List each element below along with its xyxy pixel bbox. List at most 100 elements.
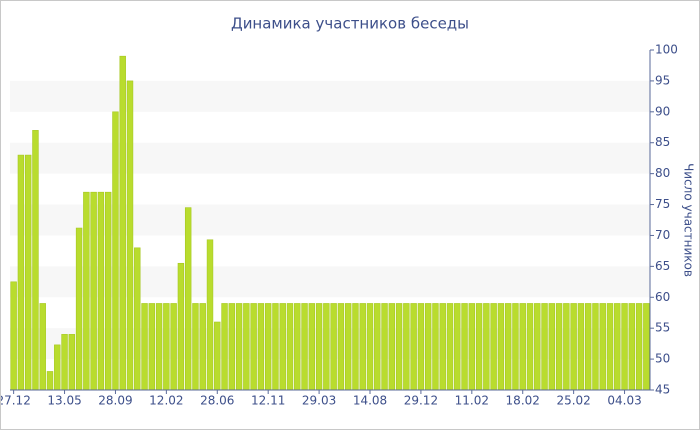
bar — [46, 371, 54, 391]
bar — [24, 154, 32, 391]
y-tick-label: 90 — [655, 104, 670, 118]
bar — [119, 55, 126, 391]
plot: 27.12 13.05 28.09 12.02 28.06 12.11 29.03 14.08… — [1, 55, 650, 408]
bar — [519, 303, 526, 391]
bar — [352, 303, 359, 391]
bar — [454, 303, 461, 391]
bar — [337, 303, 345, 391]
bar — [584, 303, 592, 391]
bar — [439, 303, 446, 391]
x-tick-label: 29.03 — [302, 394, 336, 408]
bar — [381, 303, 388, 391]
bar — [330, 303, 337, 391]
x-tick-label: 28.09 — [98, 394, 132, 408]
bar — [308, 303, 316, 391]
bar — [614, 303, 621, 391]
y-tick-label: 60 — [655, 290, 670, 304]
bar — [315, 303, 323, 391]
bar — [294, 303, 301, 391]
bar — [344, 303, 352, 391]
bar — [206, 239, 214, 391]
bar — [563, 303, 570, 391]
bar — [446, 303, 454, 391]
bar — [177, 262, 185, 391]
grid-band — [10, 142, 650, 174]
bar — [417, 303, 425, 391]
bar — [301, 303, 308, 391]
bar — [461, 303, 468, 391]
bar — [112, 111, 119, 391]
bar — [192, 303, 199, 391]
bar — [83, 191, 90, 391]
bar — [134, 247, 141, 391]
y-tick-label: 95 — [655, 73, 670, 87]
bar — [39, 303, 46, 391]
x-tick-label: 25.02 — [556, 394, 590, 408]
bar — [228, 303, 236, 391]
bar — [526, 303, 534, 391]
x-tick-label: 14.08 — [353, 394, 387, 408]
bar — [374, 303, 381, 391]
y-tick-label: 75 — [655, 197, 670, 211]
x-tick-label: 18.02 — [506, 394, 540, 408]
bar — [286, 303, 294, 391]
bar — [10, 281, 17, 391]
x-tick-label: 28.06 — [200, 394, 234, 408]
bar — [214, 321, 221, 391]
bar — [250, 303, 257, 391]
bar — [97, 191, 105, 391]
bar — [272, 303, 279, 391]
y-tick-label: 50 — [655, 352, 670, 366]
bar — [592, 303, 599, 391]
bar — [359, 303, 366, 391]
bar — [635, 303, 643, 391]
bar — [599, 303, 606, 391]
bar — [403, 303, 410, 391]
bar — [490, 303, 497, 391]
bar — [621, 303, 628, 391]
bar — [184, 207, 192, 391]
bar — [243, 303, 250, 391]
bar — [366, 303, 374, 391]
bar — [141, 303, 148, 391]
bar — [504, 303, 512, 391]
bar — [155, 303, 163, 391]
bar — [497, 303, 505, 391]
bar — [61, 334, 68, 391]
bar — [388, 303, 396, 391]
x-tick-label: 29.12 — [404, 394, 438, 408]
bar — [75, 227, 83, 391]
bar — [606, 303, 614, 391]
bar — [104, 191, 112, 391]
bar — [90, 191, 97, 391]
bar — [548, 303, 556, 391]
y-tick-label: 100 — [655, 43, 678, 57]
bar — [555, 303, 563, 391]
bar — [483, 303, 490, 391]
bar — [279, 303, 286, 391]
y-tick-label: 80 — [655, 166, 670, 180]
bar — [468, 303, 476, 391]
y-tick-label: 45 — [655, 383, 670, 397]
x-tick-label: 12.11 — [251, 394, 285, 408]
bar — [570, 303, 577, 391]
bar — [32, 130, 39, 391]
y-tick-label: 70 — [655, 228, 670, 242]
bar — [323, 303, 330, 391]
bar — [148, 303, 156, 391]
bar — [475, 303, 483, 391]
x-tick-label: 11.02 — [455, 394, 489, 408]
x-tick-label: 13.05 — [47, 394, 81, 408]
bar — [199, 303, 206, 391]
bar — [235, 303, 243, 391]
bar — [68, 334, 76, 391]
bar — [643, 303, 650, 391]
y-axis-title: Число участников — [682, 163, 696, 277]
y-tick-label: 65 — [655, 259, 670, 273]
bar — [17, 154, 25, 391]
bar — [432, 303, 439, 391]
y-tick-label: 55 — [655, 321, 670, 335]
bar — [628, 303, 636, 391]
